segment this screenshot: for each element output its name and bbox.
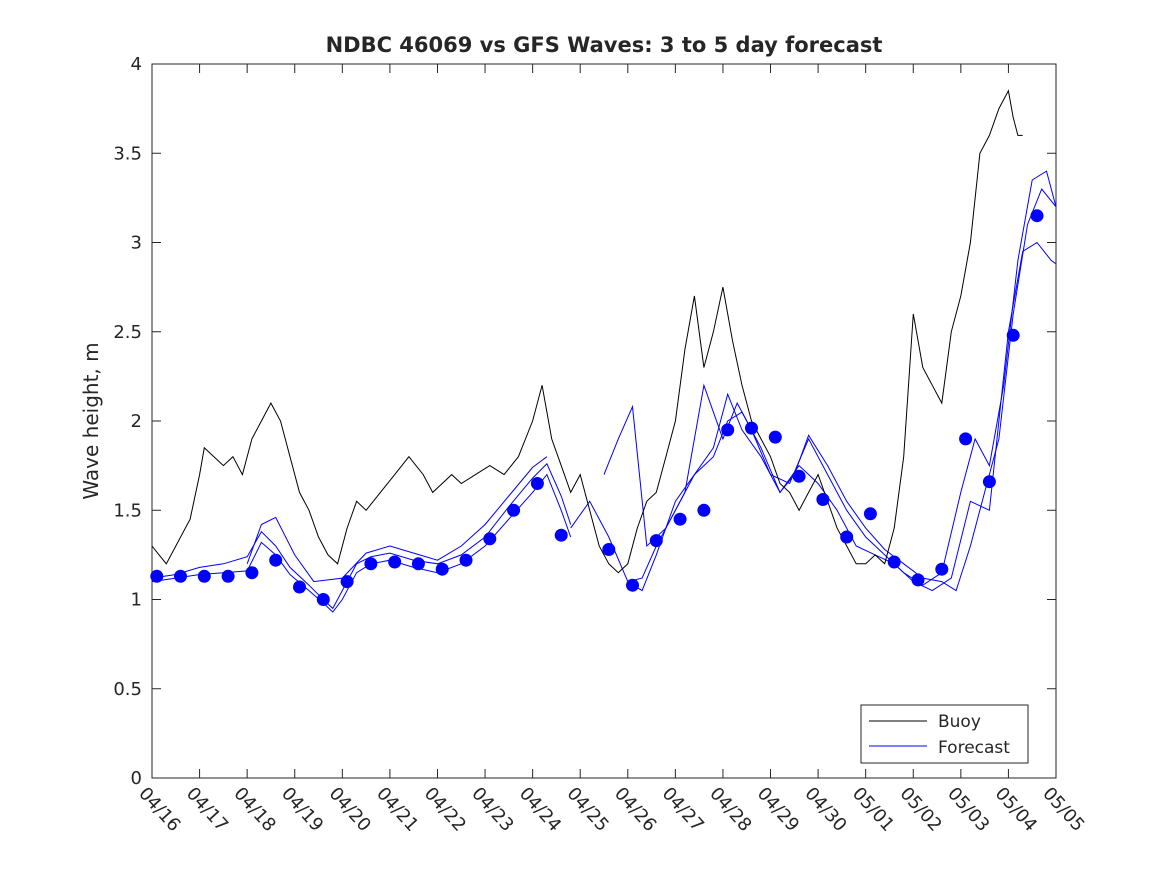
y-axis: 0 0.5 1 1.5 2 2.5 3 3.5 4 [113, 54, 1056, 789]
forecast-point [507, 503, 521, 517]
forecast-line-5 [603, 170, 1057, 586]
legend-buoy-label: Buoy [938, 712, 981, 732]
forecast-point [863, 507, 877, 521]
legend-box [860, 704, 1029, 764]
forecast-point [411, 557, 425, 571]
forecast-point [721, 423, 735, 437]
forecast-point [649, 534, 663, 548]
y-tick-label: 2.5 [113, 322, 142, 343]
y-axis-label: Wave height, m [79, 342, 103, 499]
forecast-point [221, 569, 235, 583]
forecast-point [554, 528, 568, 542]
forecast-point [602, 543, 616, 556]
forecast-point [768, 430, 782, 444]
plot-area [151, 63, 1057, 779]
forecast-point [792, 469, 806, 483]
forecast-point [935, 562, 949, 576]
forecast-point [911, 573, 925, 587]
forecast-point [388, 555, 402, 569]
y-tick-label: 0 [131, 768, 142, 789]
forecast-point [316, 593, 330, 606]
legend: Buoy Forecast [860, 704, 1029, 764]
forecast-point [459, 553, 473, 567]
forecast-point [364, 557, 378, 571]
buoy-line [151, 89, 1023, 574]
forecast-point [435, 562, 449, 576]
forecast-point [816, 493, 830, 506]
forecast-point [626, 578, 639, 592]
chart-title: NDBC 46069 vs GFS Waves: 3 to 5 day fore… [326, 33, 883, 57]
y-tick-label: 0.5 [113, 679, 142, 700]
forecast-point [174, 569, 187, 583]
forecast-point [245, 566, 259, 580]
y-tick-label: 4 [131, 54, 142, 75]
forecast-point [197, 569, 211, 583]
forecast-point [340, 575, 354, 589]
y-tick-label: 2 [131, 411, 142, 432]
forecast-point [745, 421, 758, 435]
forecast-point [293, 580, 306, 594]
forecast-point [1030, 209, 1044, 223]
forecast-point [530, 477, 544, 490]
forecast-point [1006, 328, 1020, 342]
y-tick-label: 1.5 [113, 500, 142, 521]
forecast-point [269, 553, 283, 567]
forecast-point [483, 532, 497, 546]
forecast-line-6 [627, 241, 1057, 592]
y-tick-label: 3.5 [113, 143, 142, 164]
forecast-line-3 [246, 456, 548, 583]
forecast-point [697, 503, 711, 517]
y-tick-label: 1 [131, 590, 142, 611]
forecast-point [982, 475, 996, 489]
forecast-point [150, 569, 164, 583]
forecast-point [887, 555, 901, 569]
forecast-markers [150, 209, 1044, 606]
forecast-point [959, 432, 973, 446]
y-tick-label: 3 [131, 233, 142, 254]
legend-forecast-label: Forecast [938, 738, 1010, 758]
forecast-point [673, 512, 687, 526]
forecast-point [840, 530, 854, 544]
